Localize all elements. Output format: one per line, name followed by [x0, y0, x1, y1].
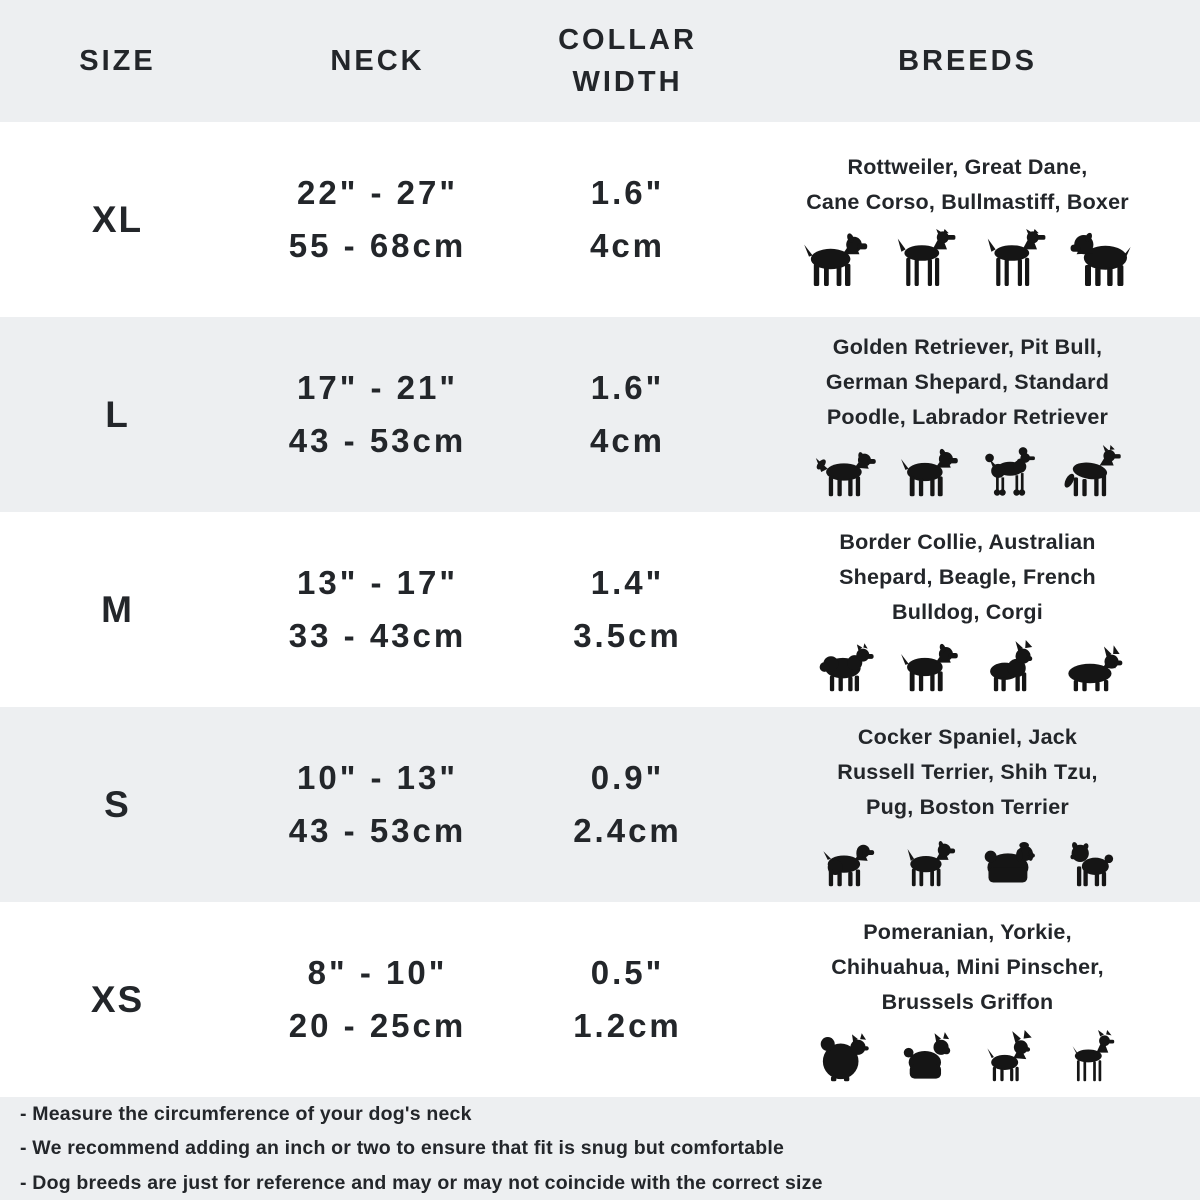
jack-russell-terrier-icon [894, 835, 960, 889]
column-header-neck: NECK [330, 44, 425, 77]
labrador-retriever-icon [894, 445, 960, 499]
breeds-cell: Border Collie, Australian Shepard, Beagl… [735, 512, 1200, 707]
great-dane-icon [886, 229, 960, 289]
breed-icons [812, 835, 1124, 889]
breeds-list: Rottweiler, Great Dane, Cane Corso, Bull… [806, 154, 1129, 214]
breed-icons [796, 229, 1140, 289]
yorkie-icon [894, 1030, 960, 1084]
neck-measurement: 17" - 21" 43 - 53cm [288, 368, 467, 459]
column-header-collar-width: COLLAR WIDTH [558, 23, 697, 98]
size-label: XL [91, 198, 144, 240]
table-row-m: M 13" - 17" 33 - 43cm 1.4" 3.5cm Border … [0, 512, 1200, 707]
neck-measurement: 10" - 13" 43 - 53cm [288, 758, 467, 849]
bullmastiff-icon [1066, 229, 1140, 289]
size-label: L [105, 393, 130, 435]
breeds-list: Border Collie, Australian Shepard, Beagl… [839, 530, 1096, 624]
cocker-spaniel-icon [812, 835, 878, 889]
note-measure: - Measure the circumference of your dog'… [20, 1103, 472, 1126]
corgi-icon [1058, 640, 1124, 694]
german-shepard-icon [1058, 445, 1124, 499]
collar-width-measurement: 1.4" 3.5cm [573, 563, 682, 654]
collar-width-measurement: 0.9" 2.4cm [573, 758, 682, 849]
chihuahua-icon [976, 1030, 1042, 1084]
breeds-list: Pomeranian, Yorkie, Chihuahua, Mini Pins… [831, 920, 1104, 1014]
collar-width-measurement: 1.6" 4cm [589, 368, 666, 459]
table-row-xs: XS 8" - 10" 20 - 25cm 0.5" 1.2cm Pomeran… [0, 902, 1200, 1097]
breeds-cell: Cocker Spaniel, Jack Russell Terrier, Sh… [735, 707, 1200, 902]
breeds-cell: Rottweiler, Great Dane, Cane Corso, Bull… [735, 122, 1200, 317]
table-row-xl: XL 22" - 27" 55 - 68cm 1.6" 4cm Rottweil… [0, 122, 1200, 317]
breeds-list: Cocker Spaniel, Jack Russell Terrier, Sh… [837, 725, 1098, 819]
footer-notes: - Measure the circumference of your dog'… [0, 1097, 1200, 1200]
breeds-cell: Golden Retriever, Pit Bull, German Shepa… [735, 317, 1200, 512]
beagle-icon [894, 640, 960, 694]
note-reference: - Dog breeds are just for reference and … [20, 1171, 823, 1194]
table-header-row: SIZE NECK COLLAR WIDTH BREEDS [0, 0, 1200, 122]
breed-icons [812, 1030, 1124, 1084]
french-bulldog-icon [976, 640, 1042, 694]
rottweiler-icon [796, 229, 870, 289]
australian-shepard-icon [812, 640, 878, 694]
collar-width-measurement: 1.6" 4cm [589, 173, 666, 264]
pug-icon [1058, 835, 1124, 889]
size-label: M [101, 588, 134, 630]
neck-measurement: 22" - 27" 55 - 68cm [288, 173, 467, 264]
breed-icons [812, 445, 1124, 499]
doberman-icon [976, 229, 1050, 289]
table-row-l: L 17" - 21" 43 - 53cm 1.6" 4cm Golden Re… [0, 317, 1200, 512]
note-recommend: - We recommend adding an inch or two to … [20, 1137, 785, 1160]
breeds-cell: Pomeranian, Yorkie, Chihuahua, Mini Pins… [735, 902, 1200, 1097]
mini-pinscher-icon [1058, 1030, 1124, 1084]
column-header-breeds: BREEDS [898, 44, 1037, 77]
size-label: XS [90, 978, 145, 1020]
breed-icons [812, 640, 1124, 694]
table-row-s: S 10" - 13" 43 - 53cm 0.9" 2.4cm Cocker … [0, 707, 1200, 902]
poodle-icon [976, 445, 1042, 499]
breeds-list: Golden Retriever, Pit Bull, German Shepa… [825, 335, 1110, 429]
pomeranian-icon [812, 1030, 878, 1084]
neck-measurement: 8" - 10" 20 - 25cm [288, 953, 467, 1044]
size-label: S [104, 783, 131, 825]
neck-measurement: 13" - 17" 33 - 43cm [288, 563, 467, 654]
column-header-size: SIZE [79, 44, 156, 77]
shih-tzu-icon [976, 835, 1042, 889]
golden-retriever-icon [812, 445, 878, 499]
collar-width-measurement: 0.5" 1.2cm [573, 953, 682, 1044]
